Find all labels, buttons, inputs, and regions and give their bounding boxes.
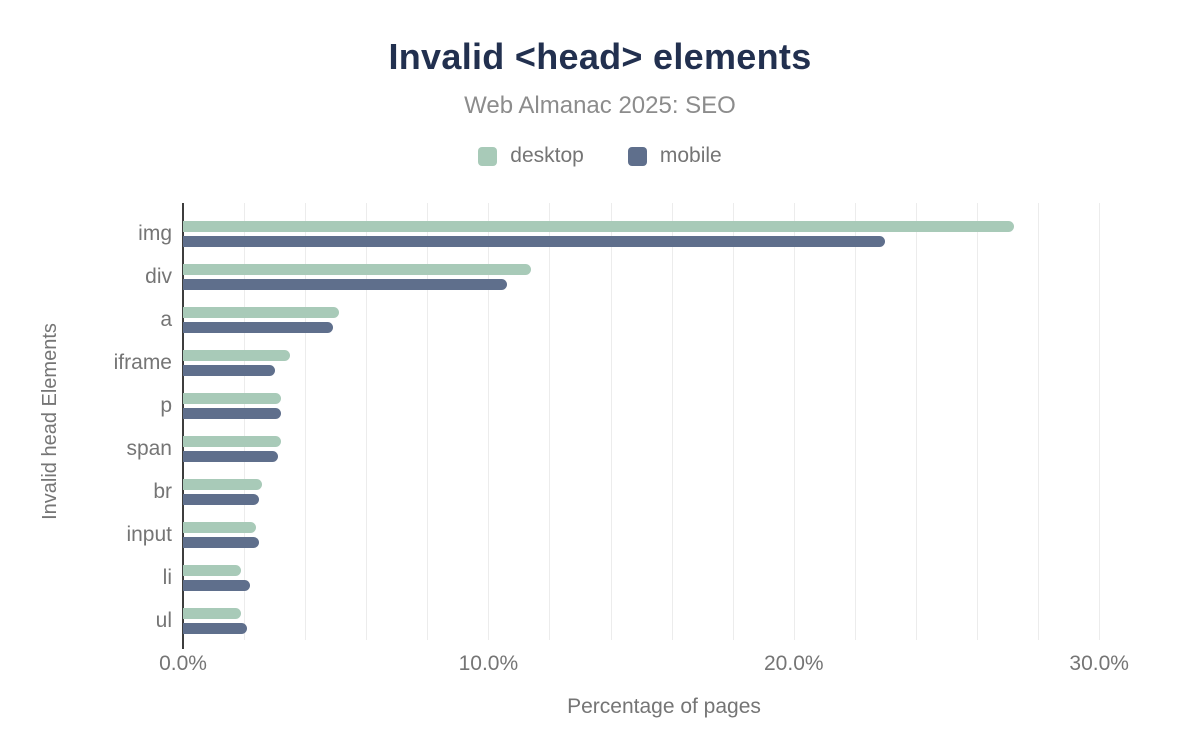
bar-iframe-desktop <box>183 349 290 361</box>
gridline <box>854 203 856 640</box>
x-axis-title: Percentage of pages <box>567 695 761 718</box>
legend-swatch-mobile <box>627 146 647 166</box>
x-tick-label: 30.0% <box>1069 652 1129 675</box>
category-label-li: li <box>162 565 172 589</box>
bar-rows <box>183 212 1145 642</box>
gridline <box>488 203 490 640</box>
gridline <box>427 203 429 640</box>
bar-ul-desktop <box>183 607 242 619</box>
category-label-iframe: iframe <box>113 350 172 374</box>
bar-img-desktop <box>183 220 1014 232</box>
bar-a-mobile <box>183 321 333 333</box>
gridline <box>549 203 551 640</box>
bar-span-desktop <box>183 435 281 447</box>
gridline <box>732 203 734 640</box>
bar-group-input <box>183 513 1145 556</box>
x-tick-label: 0.0% <box>159 652 207 675</box>
gridline <box>915 203 917 640</box>
category-label-br: br <box>153 479 172 503</box>
x-tick-label: 20.0% <box>764 652 824 675</box>
bar-group-li <box>183 556 1145 599</box>
bar-br-desktop <box>183 478 263 490</box>
bar-group-iframe <box>183 341 1145 384</box>
bar-group-span <box>183 427 1145 470</box>
gridline <box>366 203 368 640</box>
legend-item-mobile: mobile <box>627 144 722 168</box>
bar-input-mobile <box>183 536 260 548</box>
bar-li-mobile <box>183 579 251 591</box>
bar-group-div <box>183 255 1145 298</box>
bar-group-ul <box>183 599 1145 642</box>
category-label-span: span <box>126 436 172 460</box>
bar-input-desktop <box>183 521 257 533</box>
gridline <box>610 203 612 640</box>
chart-subtitle: Web Almanac 2025: SEO <box>464 92 736 119</box>
gridline <box>305 203 307 640</box>
bar-img-mobile <box>183 235 886 247</box>
gridline <box>1038 203 1040 640</box>
plot-area <box>183 203 1145 640</box>
category-label-ul: ul <box>155 608 172 632</box>
gridline <box>244 203 246 640</box>
bar-br-mobile <box>183 493 260 505</box>
category-label-p: p <box>160 393 172 417</box>
gridline <box>671 203 673 640</box>
bar-iframe-mobile <box>183 364 275 376</box>
bar-span-mobile <box>183 450 278 462</box>
bar-ul-mobile <box>183 622 248 634</box>
chart-title: Invalid <head> elements <box>388 36 812 77</box>
bar-group-br <box>183 470 1145 513</box>
bar-group-p <box>183 384 1145 427</box>
x-tick-label: 10.0% <box>458 652 519 675</box>
chart-legend: desktop mobile <box>0 144 1200 168</box>
legend-item-desktop: desktop <box>478 144 584 168</box>
bar-li-desktop <box>183 564 242 576</box>
category-label-a: a <box>160 307 172 331</box>
bar-group-img <box>183 212 1145 255</box>
x-axis-ticks: 0.0% 10.0% 20.0% 30.0% <box>159 652 1145 678</box>
bar-a-desktop <box>183 306 339 318</box>
bar-p-desktop <box>183 392 281 404</box>
y-axis-line <box>182 203 184 649</box>
category-axis: img div a iframe p span br input li ul <box>60 212 172 642</box>
category-label-div: div <box>145 264 172 288</box>
category-label-img: img <box>138 221 172 245</box>
gridline <box>977 203 979 640</box>
bar-group-a <box>183 298 1145 341</box>
bar-p-mobile <box>183 407 281 419</box>
legend-swatch-desktop <box>478 146 498 166</box>
category-label-input: input <box>126 522 172 546</box>
bar-div-mobile <box>183 278 507 290</box>
gridline <box>1099 203 1101 640</box>
bar-div-desktop <box>183 263 532 275</box>
gridline <box>793 203 795 640</box>
legend-label: desktop <box>510 144 584 167</box>
legend-label: mobile <box>659 144 722 167</box>
